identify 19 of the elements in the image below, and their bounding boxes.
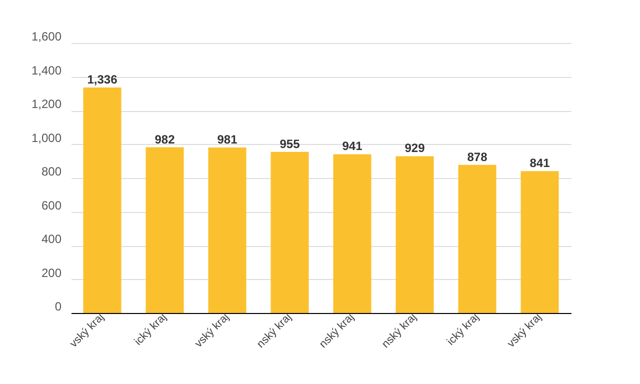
- y-tick-label: 800: [41, 164, 62, 178]
- data-label: 841: [530, 156, 550, 170]
- y-tick-label: 600: [41, 198, 62, 212]
- data-label: 878: [467, 150, 488, 164]
- y-tick-label: 400: [41, 232, 62, 246]
- y-tick-label: 1,200: [31, 97, 62, 111]
- x-tick-label: ický kraj: [444, 311, 482, 348]
- data-label: 929: [404, 141, 426, 156]
- data-label: 982: [154, 132, 176, 146]
- y-tick-label: 0: [54, 300, 62, 314]
- data-label: 981: [217, 132, 238, 146]
- data-label: 941: [342, 139, 363, 154]
- x-tick-label: ický kraj: [132, 311, 169, 348]
- y-tick-label: 1,400: [31, 63, 62, 78]
- data-label: 955: [280, 136, 300, 151]
- y-tick-label: 200: [41, 266, 62, 280]
- data-label: 1,336: [87, 72, 118, 87]
- y-tick-label: 1,000: [31, 130, 62, 145]
- y-tick-label: 1,600: [31, 30, 62, 44]
